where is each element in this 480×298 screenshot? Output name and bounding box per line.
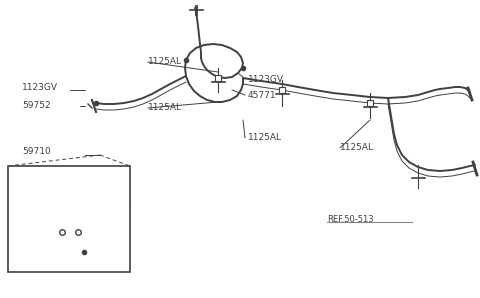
Bar [279, 87, 285, 93]
Text: REF.50-513: REF.50-513 [327, 215, 373, 224]
Text: 1125AL: 1125AL [340, 144, 374, 153]
Bar [8, 166, 130, 272]
Text: 59752: 59752 [22, 102, 50, 111]
Text: 1123GV: 1123GV [22, 83, 58, 92]
Text: 59910: 59910 [54, 181, 83, 190]
Bar [215, 75, 221, 81]
Text: 1125AL: 1125AL [148, 103, 182, 113]
Text: 1125AL: 1125AL [148, 58, 182, 66]
Bar [367, 100, 373, 106]
Text: 93250D: 93250D [44, 251, 80, 260]
Text: 59710: 59710 [22, 148, 51, 156]
Text: 1123GV: 1123GV [248, 74, 284, 83]
Text: 1125AL: 1125AL [248, 134, 282, 142]
Text: 45771: 45771 [248, 91, 276, 100]
